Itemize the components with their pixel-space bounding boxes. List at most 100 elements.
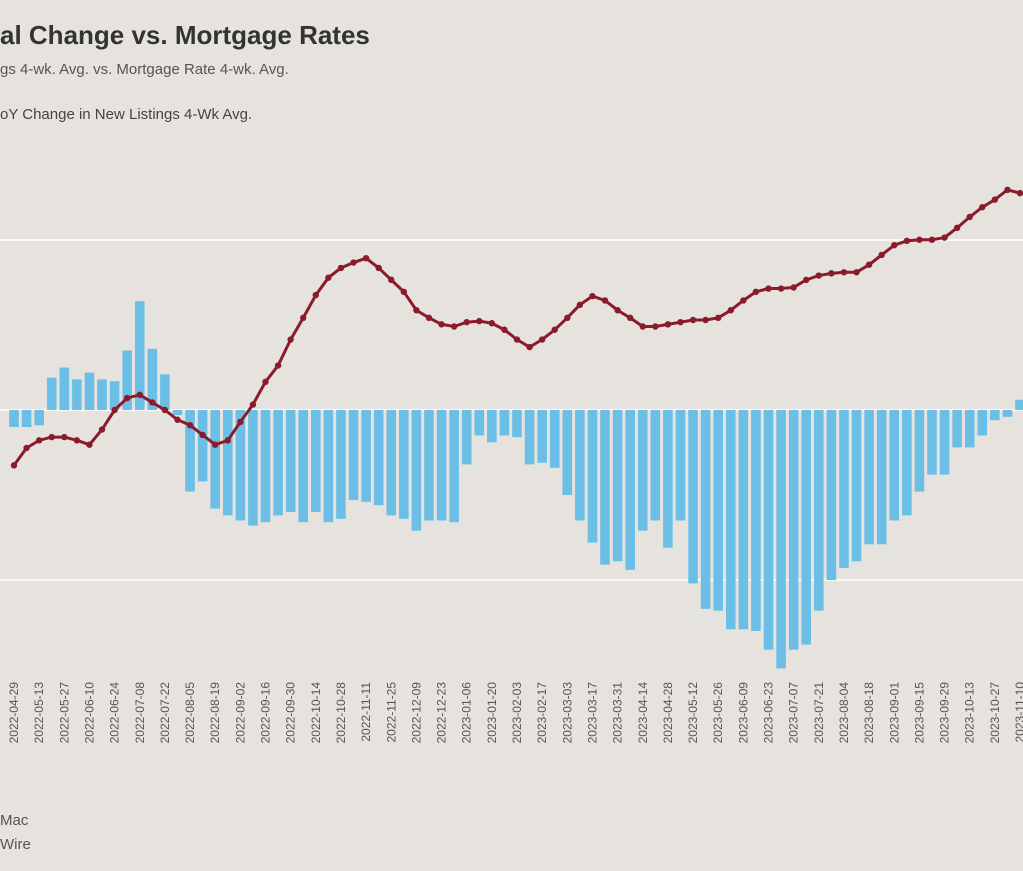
bar: [575, 410, 585, 521]
line-point: [123, 394, 131, 402]
line-point: [652, 323, 659, 330]
bar: [625, 410, 635, 570]
bar: [776, 410, 786, 669]
line-point: [249, 401, 257, 408]
line-point: [752, 288, 760, 296]
line-point: [702, 316, 709, 324]
bar: [34, 410, 44, 426]
bar: [122, 350, 132, 410]
x-tick-label: 2023-08-18: [862, 682, 876, 744]
line-point: [614, 307, 621, 314]
bar: [1002, 410, 1013, 417]
line-point: [388, 276, 395, 284]
line-point: [564, 314, 571, 322]
line-point: [149, 399, 156, 406]
line-point: [362, 254, 370, 262]
x-tick-label: 2022-09-30: [284, 682, 298, 744]
line-point: [878, 251, 885, 259]
x-tick-label: 2022-10-14: [309, 682, 323, 744]
bar: [9, 410, 19, 427]
bar: [713, 410, 723, 611]
bar: [876, 410, 887, 545]
line-point: [199, 431, 206, 439]
bar: [449, 410, 459, 523]
line-point: [10, 462, 18, 469]
line-point: [48, 433, 55, 441]
line-point: [237, 418, 244, 426]
x-tick-label: 2022-09-16: [259, 682, 273, 744]
bar: [763, 410, 774, 650]
bar: [21, 410, 32, 427]
bar: [524, 410, 535, 465]
line-point: [337, 264, 345, 272]
x-tick-label: 2023-09-01: [887, 682, 901, 744]
bar: [134, 301, 145, 410]
x-tick-label: 2023-03-03: [560, 682, 574, 744]
bar: [235, 410, 246, 521]
line-point: [350, 259, 357, 266]
bar: [222, 410, 233, 516]
line-point: [300, 314, 307, 322]
bar: [248, 410, 258, 526]
line-point: [589, 292, 596, 300]
x-tick-label: 2022-09-02: [233, 682, 247, 744]
bar: [424, 410, 434, 521]
bar: [1015, 399, 1023, 410]
x-tick-label: 2022-12-23: [435, 682, 449, 744]
line-point: [274, 362, 282, 369]
line-point: [287, 336, 294, 343]
line-point: [626, 314, 634, 322]
line-point: [538, 336, 546, 343]
bar: [914, 410, 925, 492]
bar: [399, 410, 409, 519]
line-point: [828, 270, 835, 277]
line-point: [463, 318, 470, 326]
bar: [160, 374, 170, 410]
line-point: [740, 297, 747, 304]
x-tick-label: 2023-04-14: [636, 682, 650, 744]
x-axis: 2022-04-29 2022-05-13 2022-05-27 2022-06-10…: [7, 682, 1023, 744]
bar: [637, 410, 648, 531]
bar: [851, 410, 862, 562]
line-point: [601, 297, 609, 304]
line-point: [312, 291, 319, 299]
bar: [650, 410, 661, 521]
bar: [436, 410, 447, 521]
x-tick-label: 2022-10-28: [334, 682, 348, 744]
bar: [373, 410, 384, 506]
bar: [474, 410, 485, 436]
line-point: [513, 336, 521, 343]
line-point: [224, 437, 231, 444]
line-point: [526, 343, 533, 351]
bar: [361, 410, 371, 502]
x-tick-label: 2023-11-10: [1013, 682, 1023, 743]
line-point: [86, 441, 93, 448]
line-point: [853, 269, 860, 276]
bar: [59, 367, 70, 410]
line-point: [23, 444, 30, 452]
bar: [84, 372, 95, 410]
line-point: [790, 284, 797, 291]
line-point: [413, 307, 420, 314]
bar: [663, 410, 673, 548]
x-tick-label: 2022-04-29: [7, 682, 21, 744]
bar: [197, 410, 208, 482]
line-point: [476, 317, 483, 325]
line-point: [111, 406, 118, 414]
x-tick-label: 2022-11-25: [384, 682, 398, 743]
bar: [700, 410, 711, 609]
bar: [260, 410, 271, 523]
bar: [788, 410, 799, 650]
bar: [725, 410, 736, 630]
bar: [902, 410, 912, 516]
bar: [889, 410, 900, 521]
bar: [109, 381, 120, 410]
bar: [549, 410, 560, 468]
x-tick-label: 2022-11-11: [359, 682, 373, 742]
line-layer: [10, 186, 1023, 469]
x-tick-label: 2023-01-06: [460, 682, 474, 744]
line-point: [375, 264, 382, 272]
bar: [461, 410, 472, 465]
line-point: [677, 318, 684, 326]
bar: [814, 410, 824, 611]
